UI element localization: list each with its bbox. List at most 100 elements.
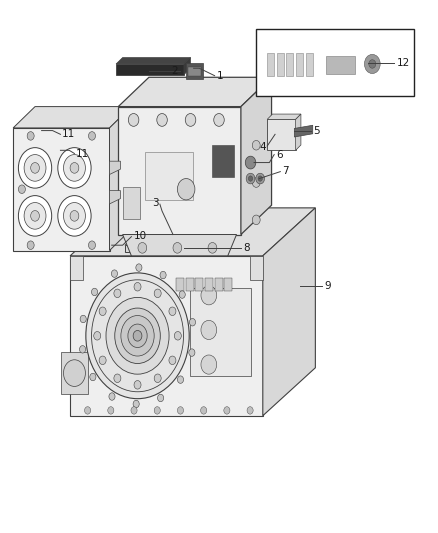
Circle shape	[70, 163, 79, 173]
Circle shape	[31, 211, 39, 221]
Bar	[286, 53, 293, 76]
Bar	[186, 278, 194, 291]
Circle shape	[160, 271, 166, 279]
Circle shape	[64, 203, 85, 229]
Text: 12: 12	[396, 58, 410, 68]
Circle shape	[247, 407, 253, 414]
Circle shape	[154, 289, 161, 297]
Circle shape	[364, 54, 380, 74]
Circle shape	[177, 179, 195, 200]
Bar	[267, 119, 296, 150]
Circle shape	[114, 374, 121, 383]
Bar	[195, 278, 203, 291]
Circle shape	[88, 241, 95, 249]
Polygon shape	[186, 63, 203, 79]
Bar	[176, 278, 184, 291]
Polygon shape	[294, 125, 313, 137]
Circle shape	[92, 288, 98, 296]
Polygon shape	[110, 161, 120, 174]
Text: 11: 11	[62, 130, 75, 139]
Polygon shape	[70, 256, 263, 416]
Circle shape	[258, 176, 262, 181]
Polygon shape	[267, 114, 301, 119]
Polygon shape	[125, 245, 206, 252]
Circle shape	[109, 393, 115, 400]
Circle shape	[256, 173, 265, 184]
Text: 7: 7	[282, 166, 289, 175]
Circle shape	[252, 140, 260, 150]
Bar	[267, 53, 274, 76]
Circle shape	[90, 373, 96, 381]
Circle shape	[174, 332, 181, 340]
Polygon shape	[110, 191, 120, 204]
Text: 4: 4	[259, 142, 266, 152]
Circle shape	[106, 297, 169, 374]
Circle shape	[111, 270, 117, 277]
Circle shape	[131, 407, 137, 414]
Bar	[277, 53, 284, 76]
Circle shape	[80, 345, 86, 353]
Polygon shape	[123, 235, 237, 256]
Text: 6: 6	[276, 150, 283, 159]
Circle shape	[369, 60, 376, 68]
Circle shape	[18, 196, 52, 236]
Circle shape	[58, 148, 91, 188]
Polygon shape	[116, 58, 191, 64]
Polygon shape	[263, 208, 315, 416]
Polygon shape	[125, 232, 221, 245]
Polygon shape	[13, 107, 131, 128]
Circle shape	[224, 407, 230, 414]
Circle shape	[134, 381, 141, 389]
Bar	[145, 152, 193, 200]
Bar	[116, 64, 184, 75]
Polygon shape	[70, 208, 315, 256]
Polygon shape	[110, 107, 131, 251]
Circle shape	[179, 291, 185, 298]
Circle shape	[133, 400, 139, 408]
Circle shape	[189, 349, 195, 357]
Polygon shape	[61, 352, 88, 394]
Circle shape	[185, 114, 196, 126]
Circle shape	[173, 243, 182, 253]
Circle shape	[154, 407, 160, 414]
Circle shape	[128, 324, 147, 348]
Circle shape	[169, 356, 176, 365]
Circle shape	[88, 132, 95, 140]
Circle shape	[85, 407, 91, 414]
Bar	[326, 56, 355, 74]
Circle shape	[70, 211, 79, 221]
Bar	[256, 29, 414, 96]
Polygon shape	[13, 128, 110, 251]
Circle shape	[201, 407, 207, 414]
Circle shape	[18, 148, 52, 188]
Circle shape	[64, 360, 85, 386]
Text: 10: 10	[134, 231, 147, 240]
Circle shape	[158, 394, 164, 402]
Circle shape	[136, 264, 142, 271]
Circle shape	[138, 243, 147, 253]
Text: 5: 5	[313, 126, 319, 135]
Circle shape	[245, 156, 256, 169]
Circle shape	[201, 286, 217, 305]
Polygon shape	[250, 256, 263, 280]
Circle shape	[80, 315, 86, 322]
Polygon shape	[118, 77, 272, 107]
Text: 2: 2	[171, 67, 177, 76]
Bar	[224, 278, 232, 291]
Circle shape	[177, 407, 184, 414]
Bar	[212, 145, 234, 177]
Circle shape	[189, 319, 195, 326]
Text: 8: 8	[243, 244, 250, 253]
Circle shape	[201, 355, 217, 374]
Circle shape	[128, 114, 139, 126]
Circle shape	[64, 155, 85, 181]
Circle shape	[58, 196, 91, 236]
Circle shape	[108, 407, 114, 414]
Text: 9: 9	[324, 281, 331, 290]
Bar	[190, 288, 251, 376]
Polygon shape	[296, 114, 301, 150]
Text: 3: 3	[152, 198, 159, 207]
Polygon shape	[118, 107, 241, 235]
Polygon shape	[70, 256, 83, 280]
Circle shape	[24, 203, 46, 229]
